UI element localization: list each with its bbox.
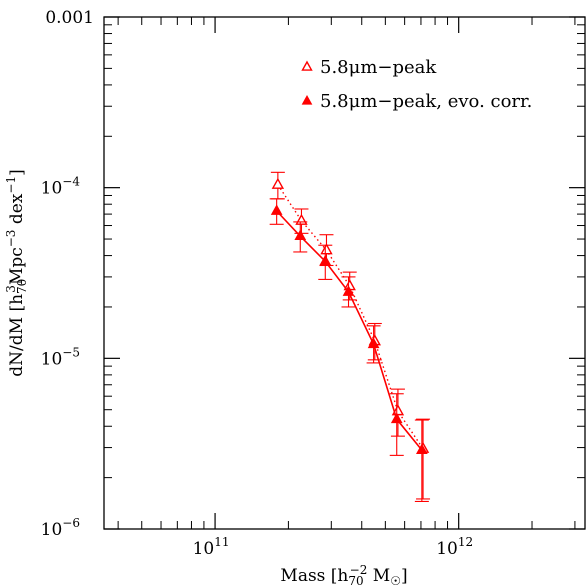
legend: 5.8μm−peak 5.8μm−peak, evo. corr. — [301, 57, 532, 112]
data-point — [367, 337, 380, 349]
data-point — [295, 213, 308, 225]
x-axis-label: Mass [h70−2 M☉] — [280, 563, 407, 588]
data-point — [271, 177, 285, 189]
series-layer — [269, 171, 431, 503]
x-tick-label: 1011 — [193, 535, 230, 559]
data-point — [390, 412, 403, 424]
data-point — [270, 204, 283, 215]
x-tick-label: 1012 — [436, 535, 473, 559]
legend-label: 5.8μm−peak, evo. corr. — [320, 91, 532, 112]
data-point — [342, 285, 355, 296]
series-filled — [269, 198, 429, 503]
series-open — [270, 171, 431, 500]
y-tick-label: 10−5 — [41, 345, 80, 369]
major-ticks — [104, 16, 585, 530]
data-point — [319, 254, 332, 266]
legend-marker — [301, 94, 313, 105]
plot-frame — [103, 16, 586, 530]
legend-label: 5.8μm−peak — [320, 57, 437, 78]
minor-ticks — [104, 17, 585, 529]
legend-marker — [301, 60, 313, 71]
data-point — [294, 229, 307, 241]
y-tick-label: 10−6 — [41, 516, 80, 540]
data-point — [320, 243, 333, 255]
y-axis-label: dN/dM [h703Mpc−3 dex−1] — [4, 169, 29, 376]
data-point — [415, 443, 428, 455]
y-tick-label: 0.001 — [45, 8, 94, 28]
y-tick-label: 10−4 — [41, 175, 81, 199]
